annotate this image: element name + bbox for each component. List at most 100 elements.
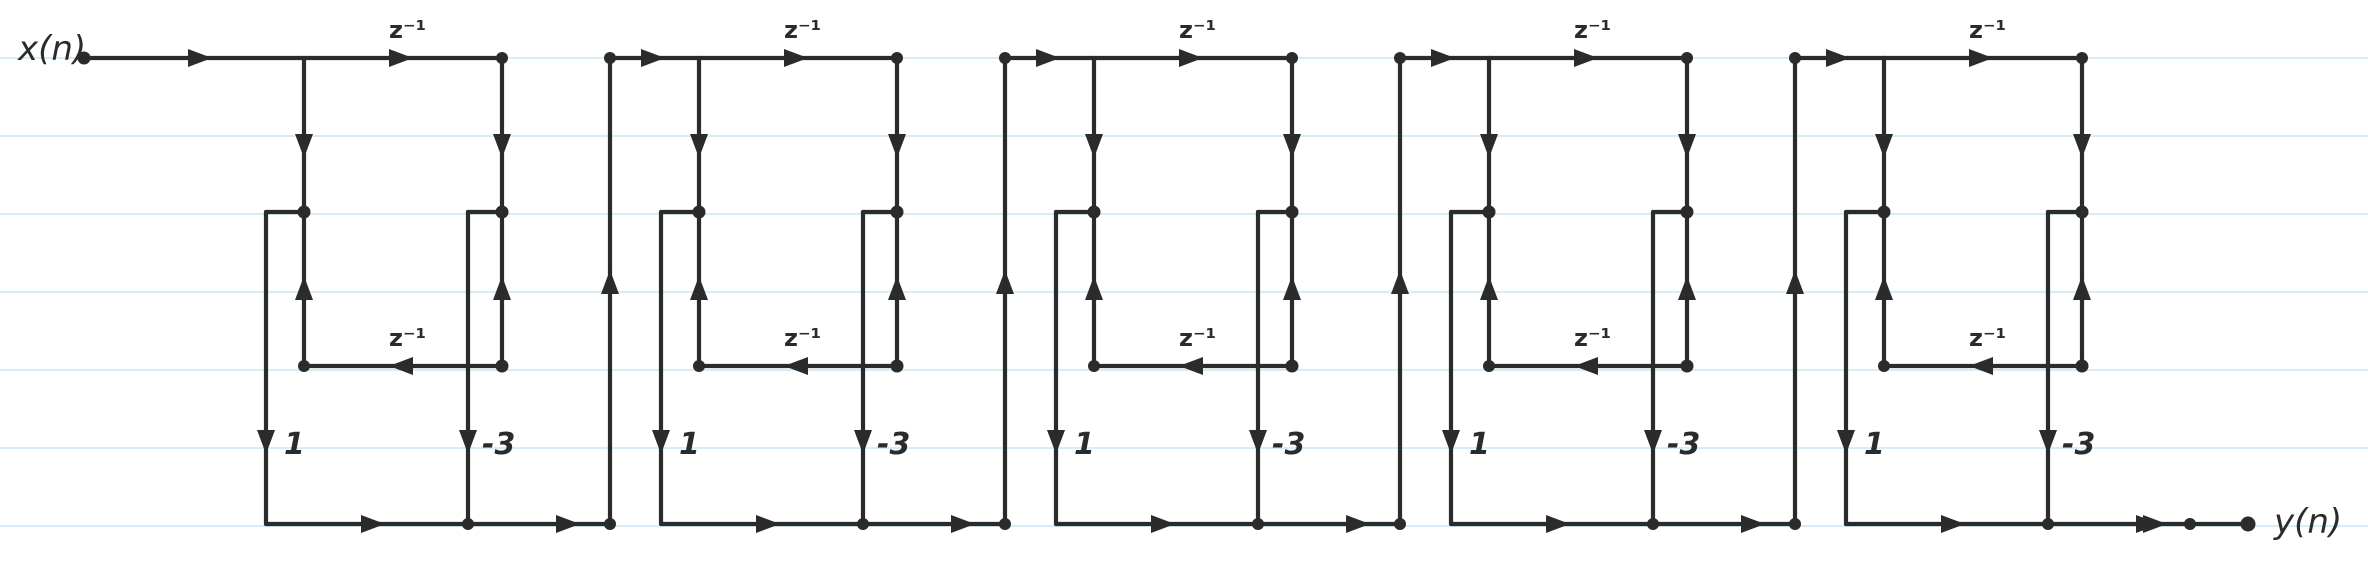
right-gain-label: -3 xyxy=(1272,427,1305,462)
arrow-feedback xyxy=(389,357,413,375)
arrow-left-up xyxy=(1480,276,1498,300)
arrow-left-gain xyxy=(1047,430,1065,454)
arrow-forward-delay xyxy=(1969,49,1993,67)
node-right-tap xyxy=(1285,205,1299,219)
input-node xyxy=(77,51,91,65)
node-right-tap xyxy=(495,205,509,219)
right-gain-label: -3 xyxy=(482,427,515,462)
signal-flow-wires xyxy=(81,55,2251,527)
arrow-right-down xyxy=(1678,134,1696,158)
node-feedback-left xyxy=(1088,360,1100,372)
feedback-delay-label: z⁻¹ xyxy=(1179,324,1216,352)
arrow-sum-left xyxy=(756,515,780,533)
arrow-left-gain xyxy=(1442,430,1460,454)
signal-flow-nodes xyxy=(77,51,2256,532)
arrow-feedback xyxy=(1969,357,1993,375)
node-forward-delay-end xyxy=(1681,52,1693,64)
arrow-sum-left xyxy=(1941,515,1965,533)
arrow-input xyxy=(188,49,212,67)
left-gain-label: 1 xyxy=(1074,427,1095,462)
node-feedback-right xyxy=(1285,359,1299,373)
arrow-left-up xyxy=(295,276,313,300)
node-stage-link xyxy=(1394,52,1406,64)
arrow-left-down xyxy=(1480,134,1498,158)
node-feedback-left xyxy=(298,360,310,372)
arrow-right-up xyxy=(493,276,511,300)
arrow-feedback xyxy=(784,357,808,375)
arrow-forward-delay xyxy=(1574,49,1598,67)
right-gain-label: -3 xyxy=(1667,427,1700,462)
arrow-left-gain xyxy=(1837,430,1855,454)
arrow-sum-right xyxy=(1741,515,1765,533)
left-gain-label: 1 xyxy=(284,427,305,462)
right-gain-label: -3 xyxy=(2062,427,2095,462)
node-stage-output xyxy=(999,518,1011,530)
output-node xyxy=(2240,516,2256,532)
node-stage-link xyxy=(1789,52,1801,64)
forward-delay-label: z⁻¹ xyxy=(1969,16,2006,44)
node-right-tap xyxy=(890,205,904,219)
node-left-tap xyxy=(1087,205,1101,219)
arrow-left-gain xyxy=(652,430,670,454)
arrow-right-up xyxy=(1283,276,1301,300)
arrow-right-down xyxy=(2073,134,2091,158)
output-label: y(n) xyxy=(2273,502,2342,542)
arrow-stage-link xyxy=(601,270,619,294)
arrow-right-gain xyxy=(459,430,477,454)
node-stage-link xyxy=(604,52,616,64)
arrow-left-up xyxy=(1875,276,1893,300)
node-forward-delay-end xyxy=(1286,52,1298,64)
node-feedback-left xyxy=(693,360,705,372)
arrow-right-gain xyxy=(854,430,872,454)
arrow-stage-entry xyxy=(641,49,665,67)
arrow-right-down xyxy=(493,134,511,158)
left-gain-label: 1 xyxy=(1469,427,1490,462)
node-sum xyxy=(1647,518,1659,530)
arrow-forward-delay xyxy=(389,49,413,67)
arrow-stage-entry xyxy=(1431,49,1455,67)
arrow-right-gain xyxy=(2039,430,2057,454)
node-stage-output xyxy=(2184,518,2196,530)
arrow-stage-entry xyxy=(1826,49,1850,67)
arrow-stage-entry xyxy=(1036,49,1060,67)
node-feedback-right xyxy=(890,359,904,373)
node-feedback-right xyxy=(1680,359,1694,373)
input-label: x(n) xyxy=(17,29,86,69)
arrow-output xyxy=(2143,515,2167,533)
arrow-sum-left xyxy=(361,515,385,533)
arrow-feedback xyxy=(1574,357,1598,375)
signal-flow-labels: x(n) y(n) z⁻¹ z⁻¹ 1 -3 z⁻¹ z⁻¹ 1 -3 z⁻¹ z⁻¹ 1 -3 z⁻¹… xyxy=(17,16,2342,542)
node-feedback-left xyxy=(1483,360,1495,372)
node-stage-link xyxy=(999,52,1011,64)
arrow-left-up xyxy=(1085,276,1103,300)
arrow-right-gain xyxy=(1644,430,1662,454)
arrow-right-up xyxy=(888,276,906,300)
node-left-tap xyxy=(1877,205,1891,219)
node-sum xyxy=(1252,518,1264,530)
node-right-tap xyxy=(1680,205,1694,219)
arrow-feedback xyxy=(1179,357,1203,375)
arrow-left-gain xyxy=(257,430,275,454)
feedback-delay-label: z⁻¹ xyxy=(1574,324,1611,352)
left-gain-label: 1 xyxy=(679,427,700,462)
arrow-left-down xyxy=(1875,134,1893,158)
arrow-left-down xyxy=(295,134,313,158)
notebook-ruled-lines xyxy=(0,57,2368,527)
left-gain-label: 1 xyxy=(1864,427,1885,462)
node-forward-delay-end xyxy=(2076,52,2088,64)
node-stage-output xyxy=(604,518,616,530)
arrow-left-up xyxy=(690,276,708,300)
arrow-right-down xyxy=(1283,134,1301,158)
forward-delay-label: z⁻¹ xyxy=(389,16,426,44)
forward-delay-label: z⁻¹ xyxy=(1574,16,1611,44)
arrow-stage-link xyxy=(996,270,1014,294)
node-forward-delay-end xyxy=(891,52,903,64)
feedback-delay-label: z⁻¹ xyxy=(1969,324,2006,352)
arrow-right-down xyxy=(888,134,906,158)
node-feedback-left xyxy=(1878,360,1890,372)
forward-delay-label: z⁻¹ xyxy=(1179,16,1216,44)
node-sum xyxy=(857,518,869,530)
arrow-forward-delay xyxy=(784,49,808,67)
node-stage-output xyxy=(1394,518,1406,530)
arrow-left-down xyxy=(690,134,708,158)
